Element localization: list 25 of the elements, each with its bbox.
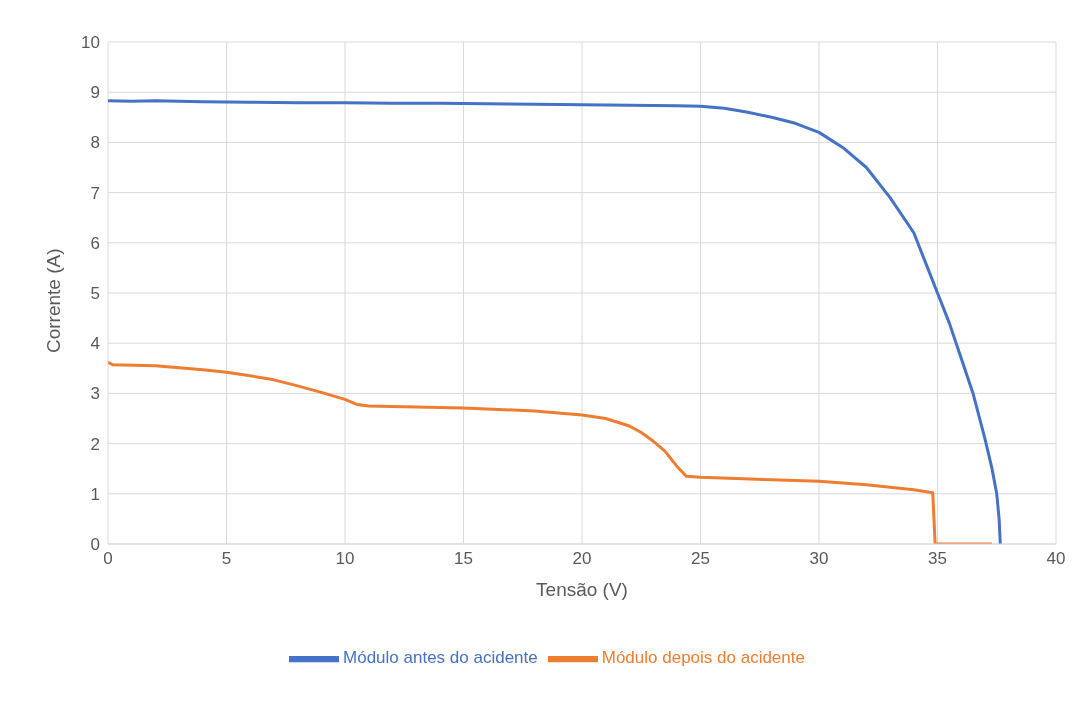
y-tick-label: 6: [90, 233, 100, 253]
legend-label: Módulo depois do acidente: [601, 648, 805, 668]
y-tick-label: 3: [90, 384, 100, 404]
x-tick-label: 25: [691, 549, 710, 569]
x-tick-label: 10: [335, 549, 355, 569]
x-tick-label: 30: [809, 549, 829, 569]
x-tick-label: 20: [572, 549, 592, 569]
line-series: [108, 99, 1002, 544]
legend-label: Módulo antes do acidente: [343, 648, 538, 668]
y-tick-label: 2: [90, 434, 100, 454]
y-tick-label: 10: [81, 33, 100, 53]
y-tick-label: 4: [90, 334, 100, 354]
y-tick-label: 8: [90, 133, 100, 153]
x-axis-title: Tensão (V): [536, 579, 628, 600]
x-tick-label: 15: [454, 549, 473, 569]
y-tick-label: 7: [90, 183, 100, 203]
y-tick-label: 0: [90, 535, 100, 555]
x-tick-label: 0: [103, 549, 113, 569]
x-tick-label: 40: [1046, 549, 1066, 569]
x-tick-label: 5: [221, 549, 232, 569]
x-tick-label: 35: [928, 549, 947, 569]
y-axis-title: Corrente (A): [42, 248, 64, 353]
y-tick-label: 5: [90, 284, 100, 304]
y-tick-label: 9: [90, 83, 100, 103]
y-tick-label: 1: [90, 484, 100, 504]
